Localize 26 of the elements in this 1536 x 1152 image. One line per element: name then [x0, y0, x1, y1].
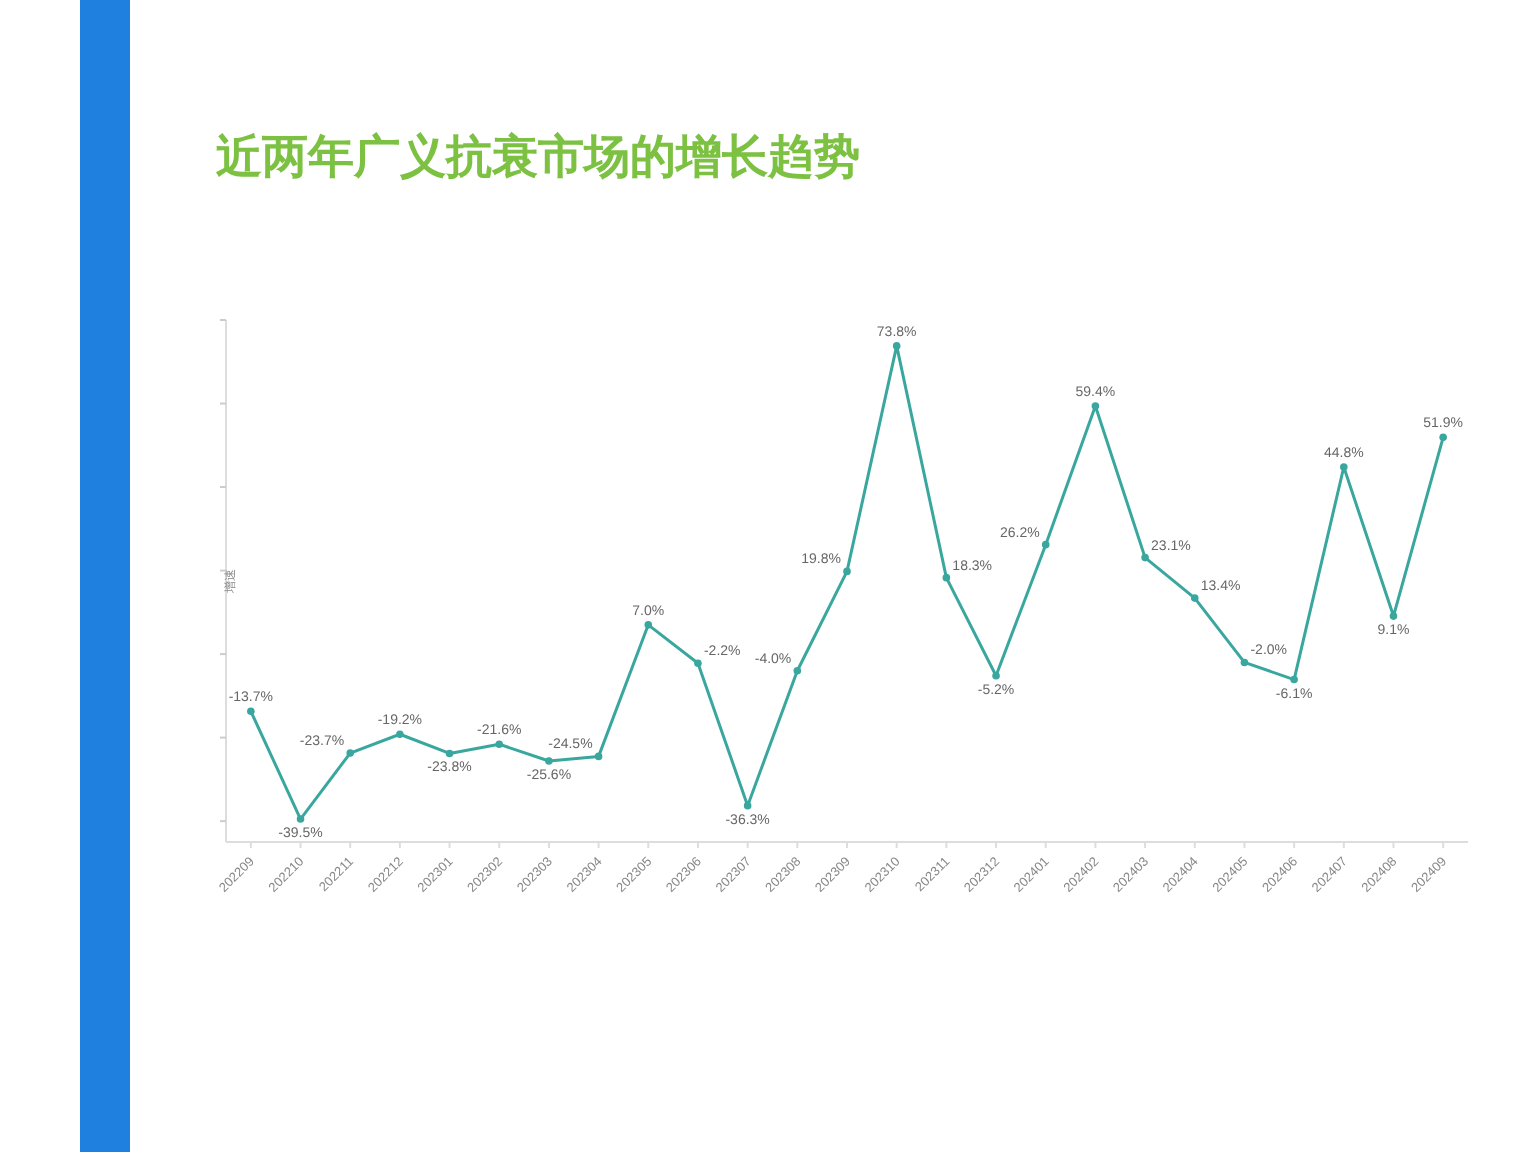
point	[1190, 594, 1199, 602]
point	[594, 752, 603, 761]
point	[396, 730, 404, 739]
point	[942, 573, 951, 582]
point	[495, 740, 504, 749]
point	[1389, 612, 1398, 620]
point	[545, 757, 553, 765]
point	[247, 707, 255, 716]
point	[1141, 553, 1149, 562]
point	[1240, 658, 1249, 667]
point	[892, 342, 901, 350]
point	[1439, 433, 1447, 442]
point	[1290, 675, 1298, 684]
point	[992, 672, 1000, 680]
point	[843, 567, 851, 576]
point	[793, 666, 802, 675]
point	[694, 659, 702, 668]
point	[743, 801, 752, 810]
point	[445, 749, 454, 758]
point	[1091, 402, 1100, 410]
chart-title: 近两年广义抗衰市场的增长趋势	[214, 130, 860, 182]
point	[296, 815, 305, 823]
point	[1041, 540, 1050, 549]
point	[644, 621, 653, 629]
point	[1340, 463, 1348, 471]
point	[346, 749, 354, 757]
